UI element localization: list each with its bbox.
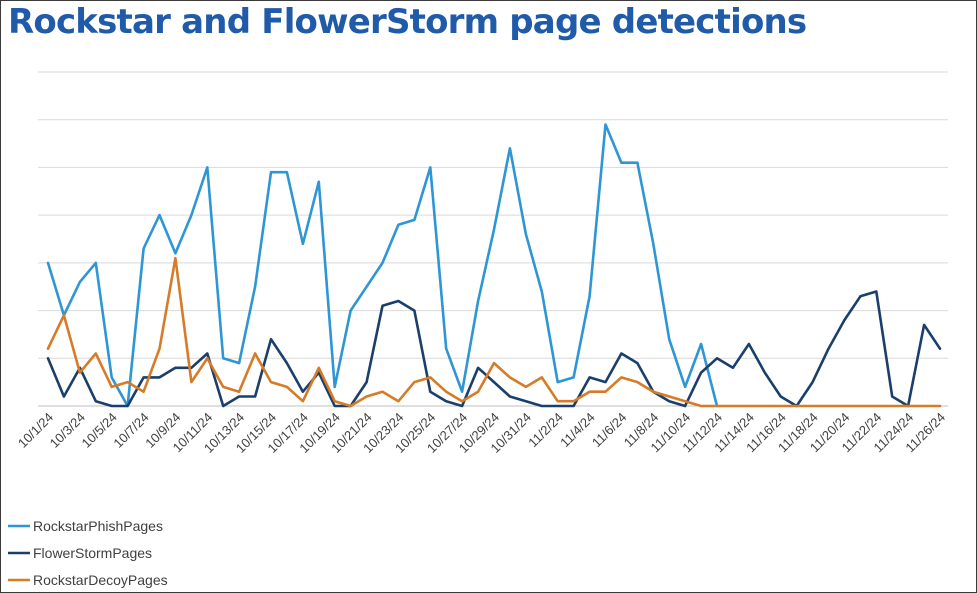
legend-label: RockstarPhishPages [33, 518, 163, 534]
x-tick-label: 11/6/24 [589, 410, 630, 451]
x-tick-label: 11/4/24 [557, 410, 598, 451]
series-lines [46, 123, 942, 408]
series-line-RockstarPhishPages [46, 123, 719, 408]
legend: RockstarPhishPages FlowerStormPages Rockst… [8, 518, 168, 588]
gridlines [38, 71, 948, 359]
series-line-FlowerStormPages [46, 290, 942, 408]
legend-label: FlowerStormPages [33, 545, 152, 561]
series-line-RockstarDecoyPages [46, 256, 942, 408]
chart-title: Rockstar and FlowerStorm page detections [8, 2, 807, 42]
legend-label: RockstarDecoyPages [33, 572, 168, 588]
x-tick-label: 11/2/24 [525, 410, 566, 451]
x-tick-labels: 10/1/2410/3/2410/5/2410/7/2410/9/2410/11… [15, 410, 948, 456]
